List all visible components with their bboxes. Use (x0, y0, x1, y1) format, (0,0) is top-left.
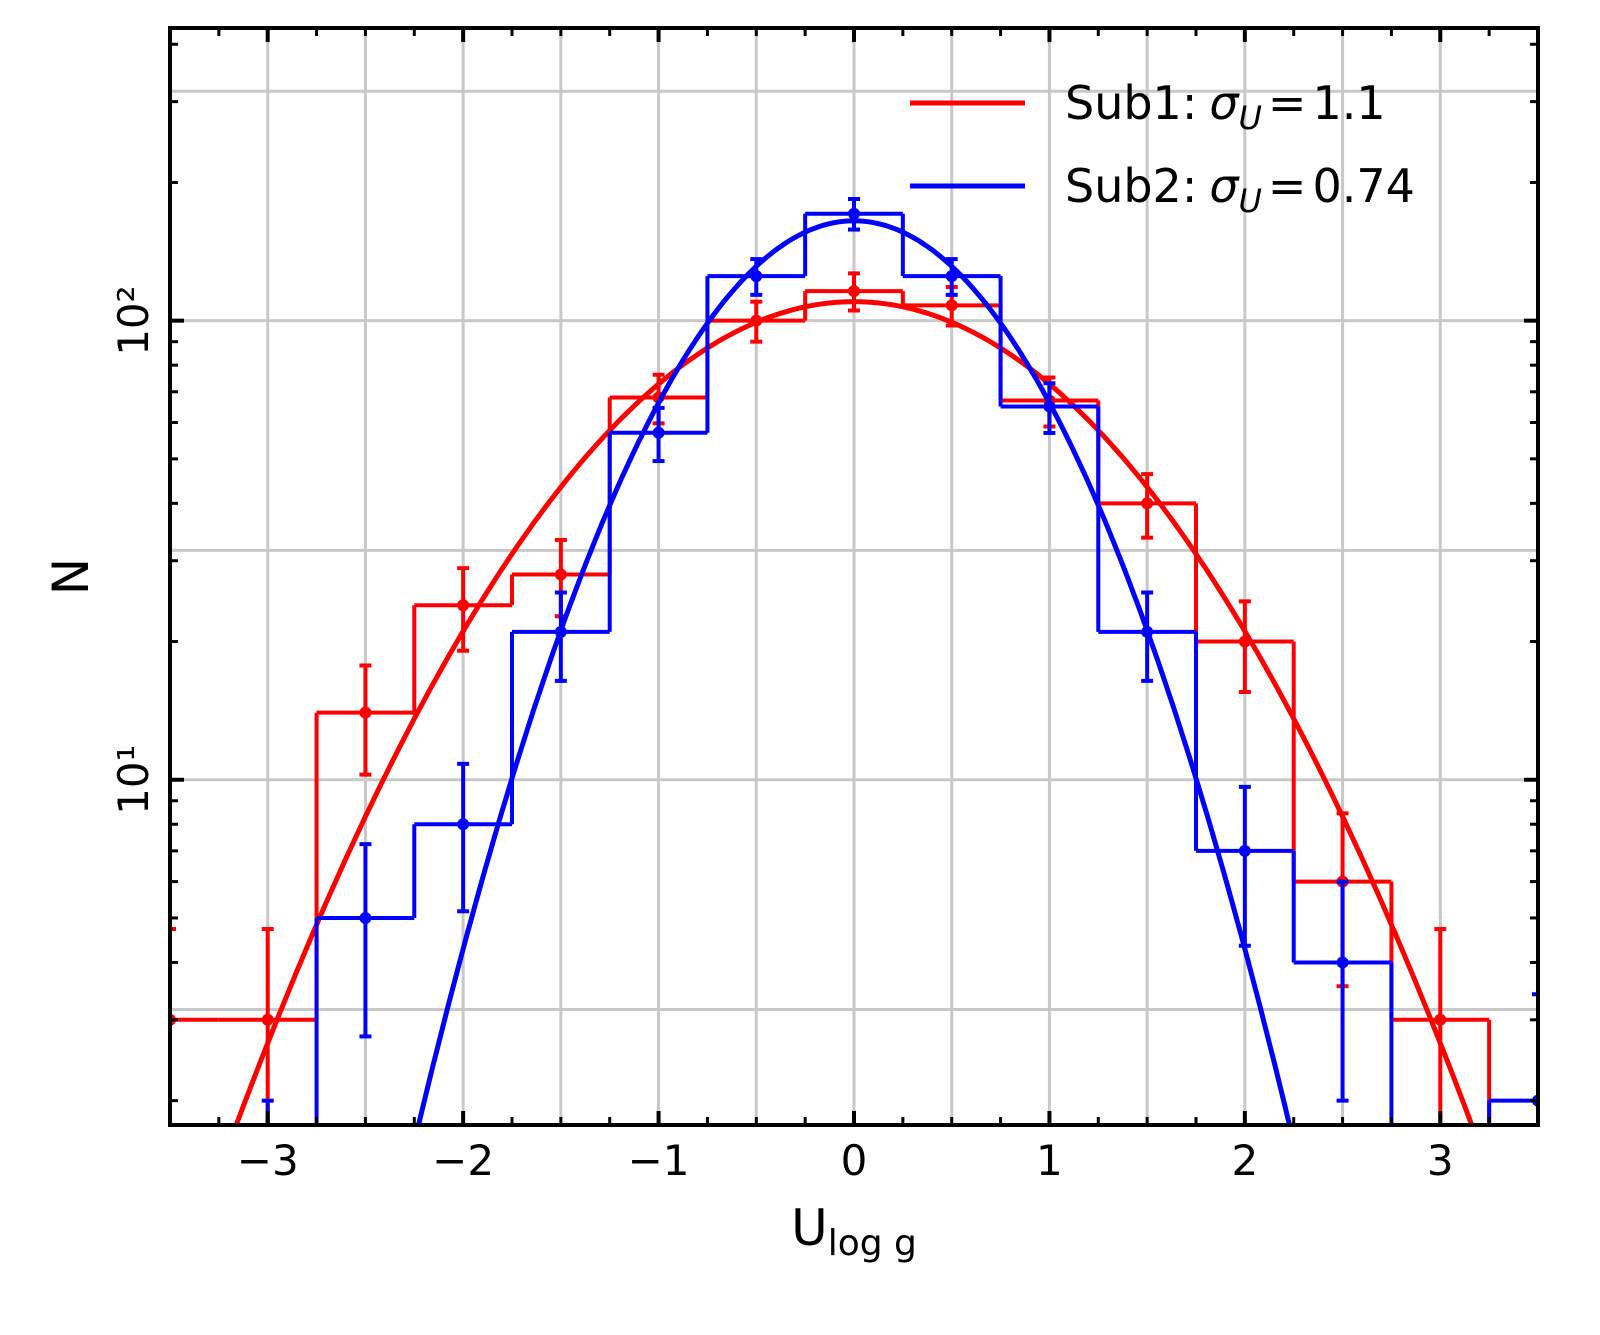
x-tick-label: −1 (628, 1136, 690, 1185)
legend-sigma: σ (1209, 159, 1240, 213)
legend-sigma-value: 1.1 (1312, 76, 1385, 130)
error-bar (359, 663, 372, 777)
y-tick-label: 10² (109, 286, 158, 356)
error-bar (1434, 927, 1447, 1125)
x-tick-label: −2 (432, 1136, 494, 1185)
error-bar (359, 842, 372, 1039)
marker (554, 625, 567, 638)
x-axis-label: Ulog g (791, 1199, 917, 1264)
error-bar (261, 927, 274, 1125)
error-bar (1336, 879, 1349, 1103)
x-tick-label: 2 (1231, 1136, 1258, 1185)
x-tick-label: −3 (237, 1136, 299, 1185)
y-axis-label: N (42, 558, 100, 595)
x-tick-label: 3 (1427, 1136, 1454, 1185)
error-bar (170, 927, 176, 1125)
marker (457, 599, 470, 612)
marker (1043, 400, 1056, 413)
marker (457, 818, 470, 831)
marker (945, 270, 958, 283)
marker (750, 314, 763, 327)
y-tick-label: 10¹ (109, 745, 158, 815)
legend-equals: = (1268, 76, 1307, 130)
marker (945, 299, 958, 312)
legend-sigma-subscript: U (1238, 99, 1261, 137)
legend-sigma-value: 0.74 (1312, 159, 1414, 213)
x-tick-label: 1 (1036, 1136, 1063, 1185)
marker (1434, 1013, 1447, 1026)
x-axis-label-subscript: log g (828, 1223, 917, 1264)
marker (1238, 844, 1251, 857)
marker (262, 1233, 274, 1245)
marker (359, 911, 372, 924)
marker (1141, 625, 1154, 638)
plot-area (170, 197, 1538, 1245)
legend-label: Sub2: σU = 0.74 (1065, 159, 1415, 220)
error-bar (1532, 992, 1538, 1125)
marker (652, 426, 665, 439)
marker (359, 706, 372, 719)
legend-label: Sub1: σU = 1.1 (1065, 76, 1386, 137)
legend-name: Sub2: (1065, 159, 1197, 213)
marker (261, 1013, 274, 1026)
marker (554, 568, 567, 581)
legend-equals: = (1268, 159, 1307, 213)
legend-name: Sub1: (1065, 76, 1197, 130)
marker (750, 270, 763, 283)
error-bar (457, 761, 470, 914)
legend-sigma: σ (1209, 76, 1240, 130)
x-tick-label: 0 (841, 1136, 868, 1185)
marker (1336, 956, 1349, 969)
legend-sigma-subscript: U (1238, 182, 1261, 220)
marker (1141, 497, 1154, 510)
error-bar (1238, 784, 1251, 948)
marker (1238, 635, 1251, 648)
marker (848, 207, 860, 220)
x-axis-label-main: U (791, 1199, 828, 1257)
marker (848, 285, 860, 298)
